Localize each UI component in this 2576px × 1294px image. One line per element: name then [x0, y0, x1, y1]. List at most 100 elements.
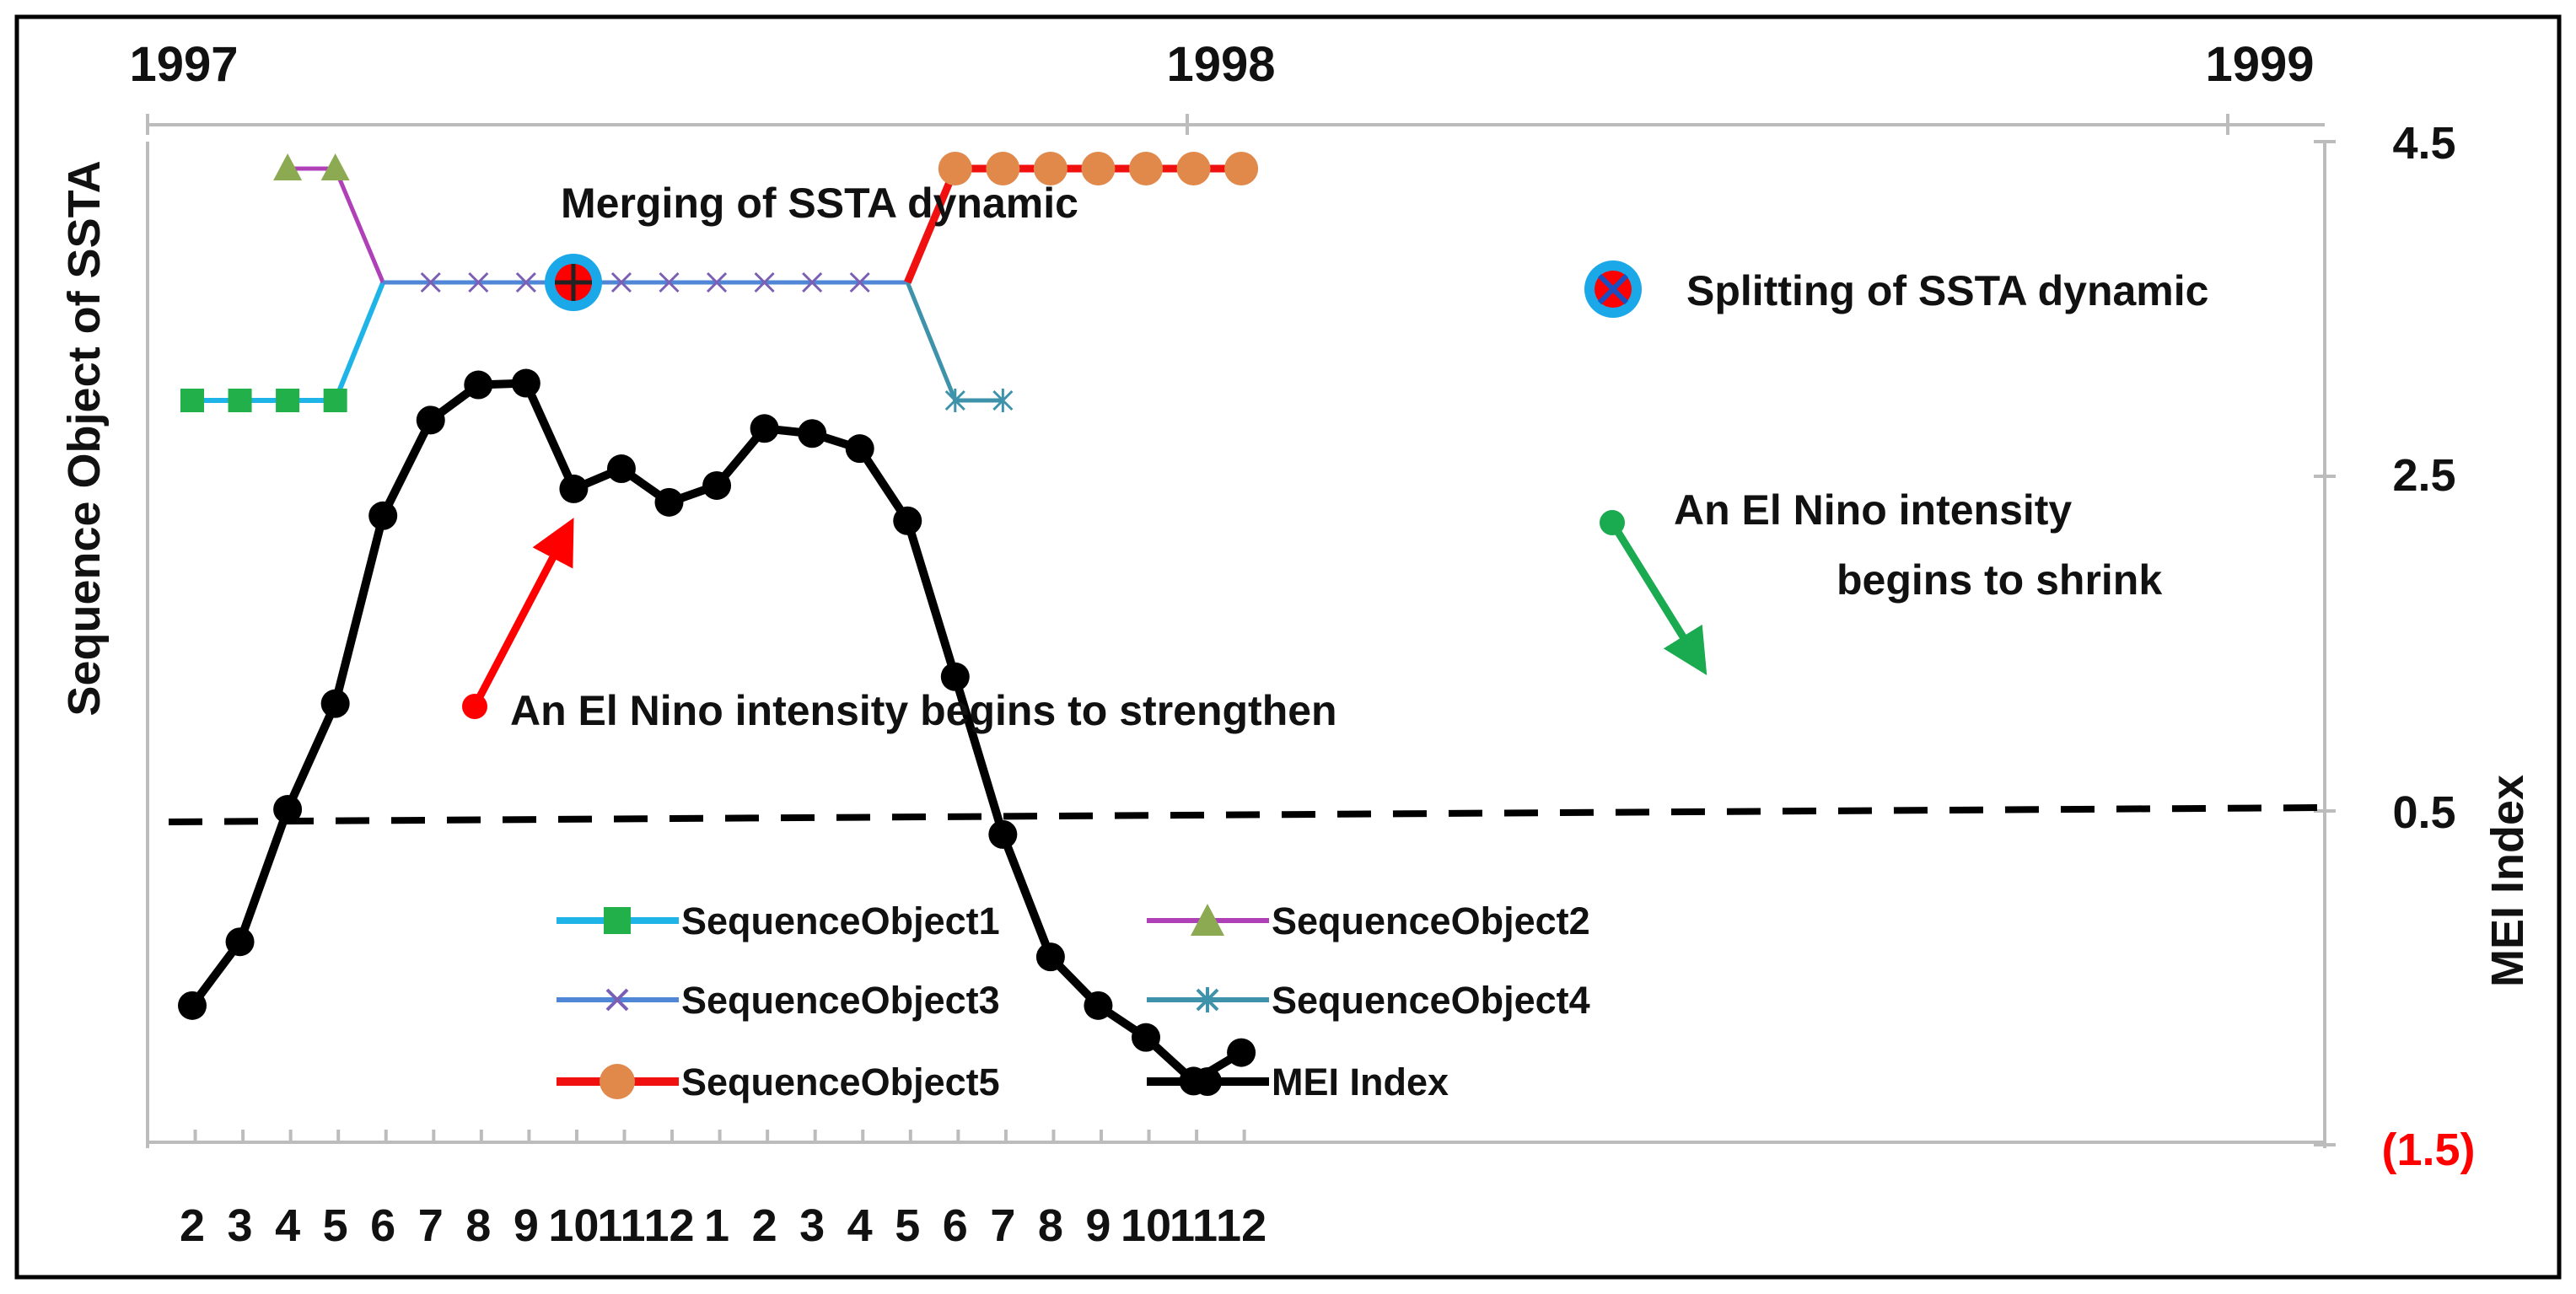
x-tick-label: 1	[704, 1200, 729, 1251]
right-tick-label: 4.5	[2392, 118, 2455, 169]
right-tick-label: 0.5	[2392, 787, 2455, 838]
sequenceobject3-point	[802, 271, 823, 293]
legend-item: SequenceObject5	[557, 1060, 1000, 1103]
legend-item: MEI Index	[1147, 1060, 1449, 1103]
sequenceobject3-point	[420, 271, 441, 293]
mei-index-point	[940, 662, 970, 691]
svg-text:SequenceObject3: SequenceObject3	[681, 979, 1000, 1022]
mei-index-point	[798, 419, 827, 448]
right-axis-ticks	[2314, 140, 2336, 1146]
mei-index-point	[750, 414, 779, 443]
x-tick-label: 10	[548, 1200, 599, 1251]
split-event-marker	[1584, 260, 1642, 318]
x-tick-label: 7	[418, 1200, 444, 1251]
mei-index-point	[1227, 1038, 1256, 1067]
year-label-1997: 1997	[129, 37, 238, 92]
x-tick-label: 2	[180, 1200, 205, 1251]
year-label-1999: 1999	[2205, 37, 2314, 92]
chart-border	[14, 14, 2562, 1280]
x-tick-label: 11	[1170, 1200, 1218, 1251]
x-tick-label: 7	[990, 1200, 1015, 1251]
sequenceobject3-point	[468, 271, 489, 293]
legend: SequenceObject1 SequenceObject2 Sequence…	[557, 899, 1590, 1103]
mei-index-point	[511, 368, 540, 398]
sequenceobject3-point	[659, 271, 680, 293]
shrink-annotation-line1: An El Nino intensity	[1674, 486, 2072, 534]
year-label-1998: 1998	[1166, 37, 1275, 92]
x-tick-label: 5	[323, 1200, 348, 1251]
svg-text:SequenceObject2: SequenceObject2	[1272, 899, 1590, 942]
sequenceobject4-point	[944, 389, 965, 412]
svg-text:SequenceObject5: SequenceObject5	[681, 1060, 1000, 1103]
svg-text:SequenceObject4: SequenceObject4	[1272, 979, 1590, 1022]
sequenceobject2-point	[273, 153, 303, 180]
x-tick-label: 9	[1085, 1200, 1111, 1251]
x-tick-label: 8	[465, 1200, 491, 1251]
mei-index-point	[273, 795, 303, 824]
sequenceobject3-point	[515, 271, 536, 293]
mei-index-point	[225, 927, 255, 957]
x-axis-ticks	[146, 1130, 1246, 1142]
sequenceobject2-point	[320, 153, 350, 180]
mei-index-point	[845, 434, 874, 464]
sequenceobject5-point	[986, 152, 1020, 185]
right-tick-label: 2.5	[2392, 450, 2455, 501]
mei-index-point	[368, 501, 398, 530]
strengthen-annotation: An El Nino intensity begins to strengthe…	[510, 687, 1337, 734]
left-axis-title: Sequence Object of SSTA	[59, 160, 110, 716]
sequenceobject5-point	[1176, 152, 1211, 185]
mei-index-point	[1035, 942, 1065, 972]
x-tick-label: 12	[643, 1200, 694, 1251]
shrink-start-dot	[1600, 510, 1625, 535]
strengthen-arrow	[471, 518, 574, 709]
sequenceobject1-point	[228, 389, 252, 412]
x-tick-label: 6	[943, 1200, 968, 1251]
svg-text:SequenceObject1: SequenceObject1	[681, 899, 1000, 942]
mei-index-point	[464, 370, 493, 400]
legend-item: SequenceObject1	[557, 899, 1000, 942]
shrink-arrow	[1609, 520, 1707, 675]
mei-index-point	[606, 454, 636, 484]
x-tick-label: 3	[228, 1200, 253, 1251]
mei-index-point	[559, 474, 589, 503]
mei-index-point	[416, 405, 445, 435]
x-tick-label: 5	[895, 1200, 920, 1251]
sequenceobject1-point	[180, 389, 204, 412]
series-layer	[178, 152, 1259, 1096]
mei-index-point	[893, 506, 922, 535]
mei-index-point	[654, 487, 684, 517]
sequenceobject5-point	[1081, 152, 1116, 185]
legend-item: SequenceObject2	[1147, 899, 1590, 942]
x-tick-label: 6	[370, 1200, 395, 1251]
sequenceobject5-point	[1129, 152, 1163, 185]
sequenceobject1-point	[323, 389, 347, 412]
right-axis-title: MEI Index	[2482, 775, 2533, 987]
sequenceobject3-point	[849, 271, 870, 293]
x-tick-label: 11	[597, 1200, 645, 1251]
mei-index-point	[702, 470, 732, 500]
sequenceobject3-point	[706, 271, 728, 293]
mei-index-point	[1084, 991, 1113, 1020]
sequenceobject3-point	[610, 271, 632, 293]
legend-item: SequenceObject3	[557, 979, 1000, 1022]
legend-item: SequenceObject4	[1147, 979, 1590, 1022]
sequenceobject4-point	[992, 389, 1014, 412]
x-tick-label: 2	[752, 1200, 777, 1251]
merge-annotation: Merging of SSTA dynamic	[561, 180, 1078, 227]
sequenceobject5-point	[938, 152, 972, 185]
x-tick-label: 4	[275, 1200, 300, 1251]
sequenceobject5-point	[1224, 152, 1259, 185]
split-annotation: Splitting of SSTA dynamic	[1686, 267, 2208, 314]
strengthen-start-dot	[462, 694, 487, 719]
merge-event-marker	[545, 254, 602, 311]
axes	[146, 123, 2326, 1148]
x-tick-label: 10	[1121, 1200, 1171, 1251]
x-tick-label: 8	[1038, 1200, 1063, 1251]
sequenceobject5-point	[1033, 152, 1068, 185]
x-tick-label: 3	[799, 1200, 825, 1251]
mei-index-point	[178, 991, 207, 1020]
sequenceobject3-point	[754, 271, 775, 293]
shrink-annotation-line2: begins to shrink	[1837, 556, 2162, 604]
